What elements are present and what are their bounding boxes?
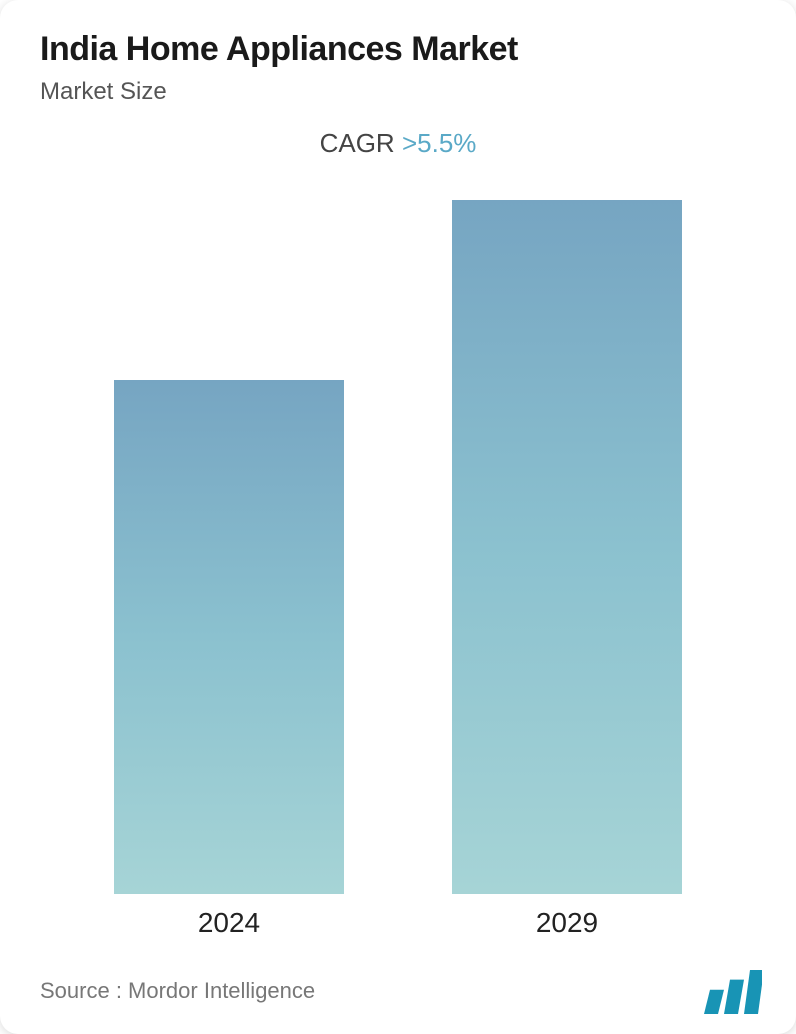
chart-card: India Home Appliances Market Market Size…	[0, 0, 796, 1034]
bar-2029	[452, 200, 682, 894]
chart-subtitle: Market Size	[40, 78, 167, 106]
mordor-logo-icon	[704, 970, 762, 1014]
x-axis-labels: 2024 2029	[60, 907, 736, 939]
bars-container	[60, 200, 736, 894]
x-label-2024: 2024	[114, 907, 344, 939]
cagr-value: >5.5%	[402, 128, 476, 158]
cagr-label: CAGR	[320, 128, 395, 158]
chart-title: India Home Appliances Market	[40, 30, 518, 69]
cagr-line: CAGR >5.5%	[0, 128, 796, 159]
x-label-2029: 2029	[452, 907, 682, 939]
plot-area	[60, 200, 736, 894]
source-text: Source : Mordor Intelligence	[40, 978, 315, 1004]
bar-2024	[114, 380, 344, 894]
